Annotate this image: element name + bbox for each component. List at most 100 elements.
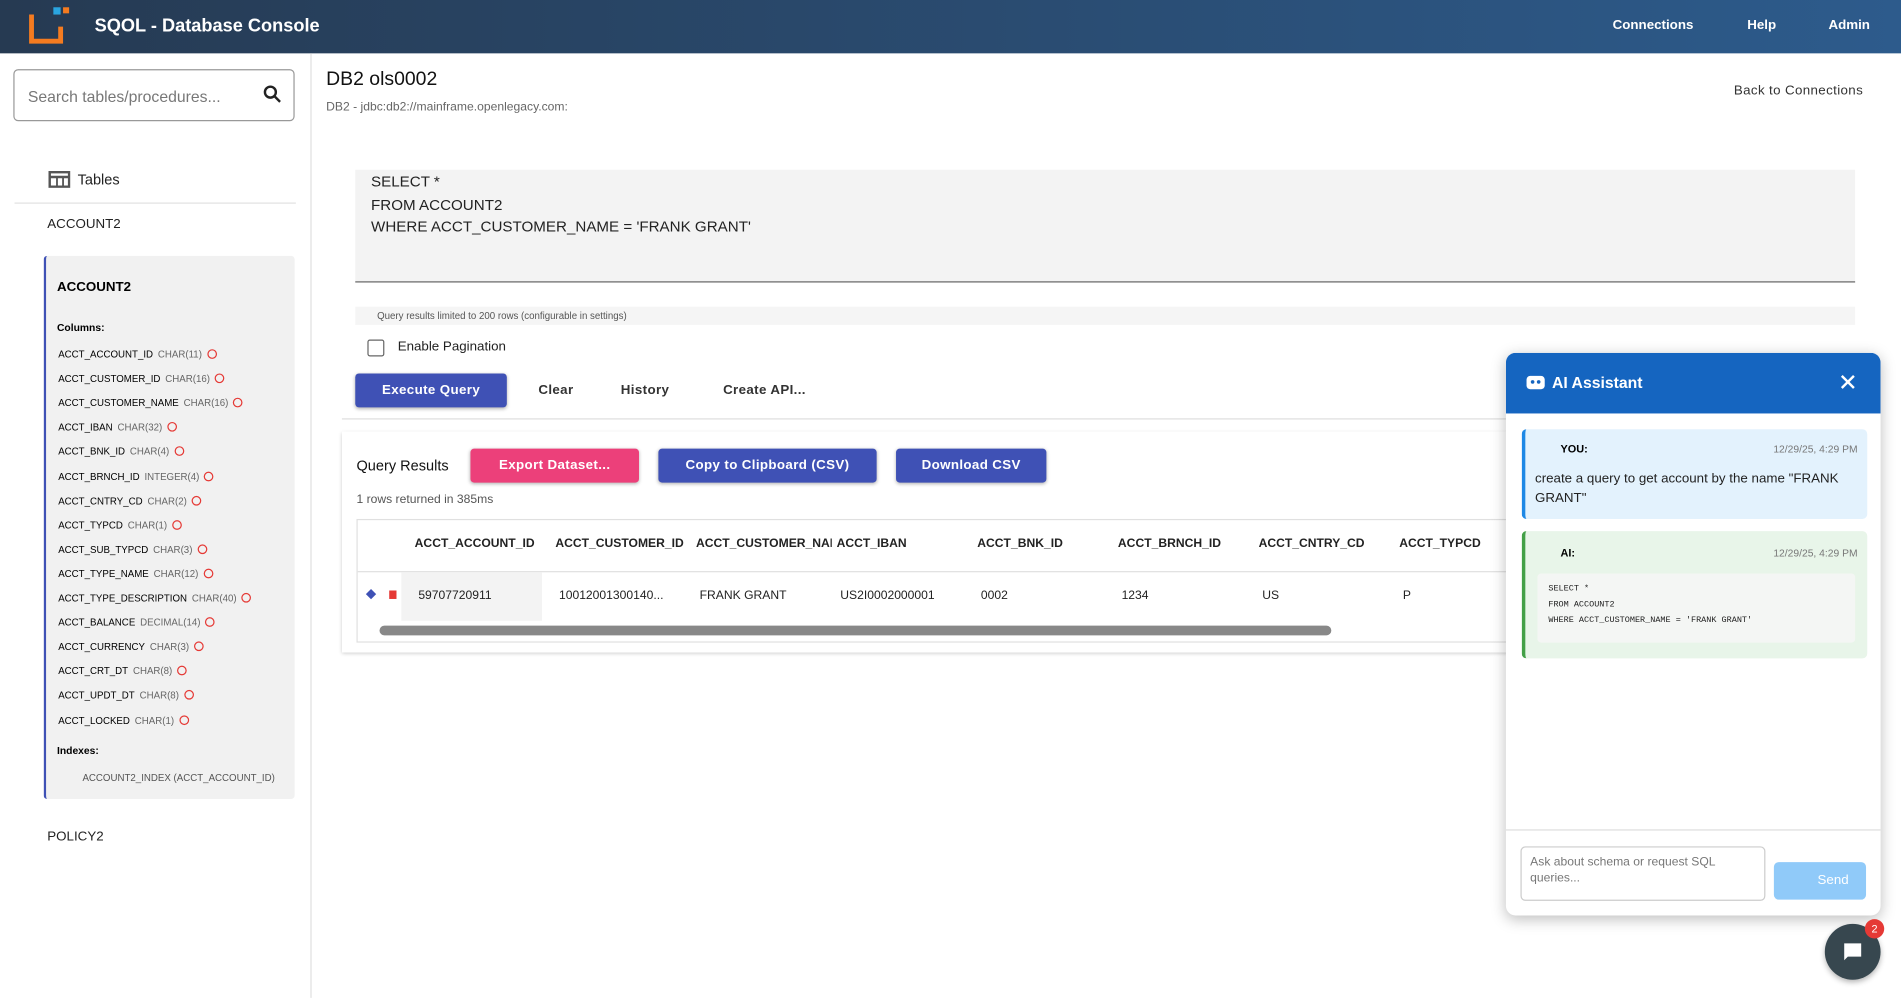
table-item[interactable]: POLICY2 — [47, 829, 104, 844]
column-type: CHAR(16) — [183, 397, 229, 409]
export-button[interactable]: Export Dataset... — [470, 448, 639, 483]
nullable-icon — [174, 446, 184, 457]
ai-input[interactable]: Ask about schema or request SQL queries.… — [1520, 846, 1766, 901]
search-placeholder: Search tables/procedures... — [27, 87, 221, 106]
nullable-icon — [171, 519, 182, 530]
action-button[interactable]: Clear — [538, 383, 574, 398]
code-block: SELECT * FROM ACCOUNT2 WHERE ACCT_CUSTOMER… — [1537, 573, 1856, 643]
nullable-icon — [205, 617, 216, 627]
bot-icon — [1526, 375, 1545, 390]
column-name: ACCT_UPDT_DT — [58, 690, 135, 702]
column-name: ACCT_IBAN — [58, 422, 113, 434]
column-item: ACCT_TYPE_NAME CHAR(12) — [58, 568, 213, 580]
column-header[interactable]: ACCT_IBAN — [836, 537, 907, 551]
results-label: Query Results — [356, 457, 449, 475]
column-item: ACCT_CRT_DT CHAR(8) — [58, 666, 187, 677]
input-placeholder: Ask about schema or request SQL queries.… — [1530, 856, 1716, 886]
close-button[interactable] — [1840, 375, 1856, 390]
query-editor[interactable]: SELECT * FROM ACCOUNT2 WHERE ACCT_CUSTOMER… — [355, 169, 1856, 283]
nullable-icon — [214, 373, 225, 384]
column-type: CHAR(3) — [153, 544, 193, 556]
table-cell: US2I0002000001 — [840, 589, 935, 603]
results-table: ACCT_ACCOUNT_ID ACCT_CUSTOMER_ID ACCT_CUST… — [356, 518, 1523, 643]
action-button[interactable]: Execute Query — [355, 373, 507, 408]
user-message: YOU: 12/29/25, 4:29 PM create a query to… — [1521, 429, 1868, 519]
search-box[interactable]: Search tables/procedures... — [13, 69, 295, 122]
code-line: FROM ACCOUNT2 — [1548, 600, 1615, 610]
logo — [29, 7, 70, 44]
columns-label: Columns: — [56, 321, 105, 334]
table-item[interactable]: ACCOUNT2 — [47, 217, 121, 232]
index-item: ACCOUNT2_INDEX (ACCT_ACCOUNT_ID) — [82, 772, 275, 784]
nav-connections[interactable]: Connections — [1612, 18, 1694, 33]
table-detail: ACCOUNT2 Columns: ACCT_ACCOUNT_ID CHAR(11… — [43, 255, 295, 800]
chat-icon — [1844, 943, 1862, 961]
column-header[interactable]: ACCT_BNK_ID — [977, 537, 1063, 551]
column-type: CHAR(40) — [191, 592, 237, 604]
back-link[interactable]: Back to Connections — [1733, 83, 1864, 99]
export-button[interactable]: Download CSV — [896, 448, 1047, 483]
column-type: CHAR(1) — [134, 714, 175, 726]
column-name: ACCT_CUSTOMER_ID — [58, 373, 161, 385]
nullable-icon — [178, 714, 189, 725]
delete-icon[interactable] — [389, 590, 397, 599]
column-type: CHAR(3) — [149, 641, 190, 653]
pagination-label: Enable Pagination — [397, 339, 506, 355]
column-name: ACCT_CNTRY_CD — [58, 495, 143, 507]
message-time: 12/29/25, 4:29 PM — [1773, 442, 1858, 455]
nullable-icon — [206, 349, 217, 359]
column-name: ACCT_BALANCE — [58, 617, 136, 629]
column-name: ACCT_BRNCH_ID — [58, 471, 140, 482]
column-type: CHAR(2) — [147, 495, 187, 507]
column-type: CHAR(4) — [129, 446, 170, 458]
code-line: SELECT * — [1548, 584, 1590, 595]
divider — [14, 202, 296, 204]
tables-label[interactable]: Tables — [77, 170, 120, 188]
column-item: ACCT_BRNCH_ID INTEGER(4) — [58, 471, 214, 482]
table-cell: P — [1402, 589, 1411, 603]
column-item: ACCT_CUSTOMER_NAME CHAR(16) — [58, 397, 243, 409]
column-name: ACCT_CRT_DT — [58, 666, 129, 677]
pagination-checkbox[interactable] — [367, 339, 385, 357]
edit-icon[interactable] — [365, 588, 377, 600]
send-button[interactable]: Send — [1773, 862, 1867, 900]
action-button[interactable]: Create API... — [723, 383, 806, 398]
column-item: ACCT_CNTRY_CD CHAR(2) — [58, 495, 202, 507]
search-icon — [263, 85, 281, 103]
nullable-icon — [204, 471, 214, 481]
column-header[interactable]: ACCT_TYPCD — [1399, 537, 1481, 551]
export-button[interactable]: Copy to Clipboard (CSV) — [658, 448, 877, 483]
message-role: YOU: — [1560, 442, 1588, 455]
column-header[interactable]: ACCT_CNTRY_CD — [1258, 537, 1365, 551]
nullable-icon — [197, 544, 207, 554]
scrollbar[interactable] — [379, 625, 1332, 636]
nullable-icon — [183, 690, 194, 701]
nullable-icon — [167, 422, 177, 433]
ai-title: AI Assistant — [1552, 373, 1643, 392]
nav-help[interactable]: Help — [1747, 18, 1777, 33]
chat-badge: 2 — [1864, 919, 1885, 939]
nullable-icon — [203, 568, 213, 579]
column-header[interactable]: ACCT_CUSTOMER_NAME — [695, 537, 832, 551]
column-header[interactable]: ACCT_BRNCH_ID — [1117, 537, 1222, 551]
column-header[interactable]: ACCT_ACCOUNT_ID — [414, 537, 535, 551]
ai-assistant: AI Assistant YOU: 12/29/25, 4:29 PM crea… — [1505, 352, 1881, 916]
table-cell: FRANK GRANT — [699, 589, 787, 603]
message-role: AI: — [1560, 546, 1576, 559]
column-name: ACCT_CUSTOMER_NAME — [58, 397, 179, 409]
results-card: Query Results Export Dataset... Copy to C… — [342, 432, 1870, 653]
column-type: CHAR(12) — [153, 568, 199, 580]
rows-info: 1 rows returned in 385ms — [356, 493, 494, 507]
action-button[interactable]: History — [620, 383, 670, 398]
nav-admin[interactable]: Admin — [1828, 18, 1870, 33]
divider — [341, 418, 1870, 420]
column-name: ACCT_TYPE_NAME — [58, 568, 149, 580]
message-time: 12/29/25, 4:29 PM — [1773, 546, 1858, 559]
query-line: FROM ACCOUNT2 — [371, 195, 503, 213]
column-name: ACCT_TYPE_DESCRIPTION — [58, 592, 188, 604]
chat-fab[interactable]: 2 — [1824, 919, 1885, 980]
column-type: DECIMAL(14) — [140, 617, 201, 629]
column-header[interactable]: ACCT_CUSTOMER_ID — [555, 537, 684, 551]
table-cell: 10012001300140... — [558, 589, 664, 603]
detail-name: ACCOUNT2 — [56, 280, 132, 295]
